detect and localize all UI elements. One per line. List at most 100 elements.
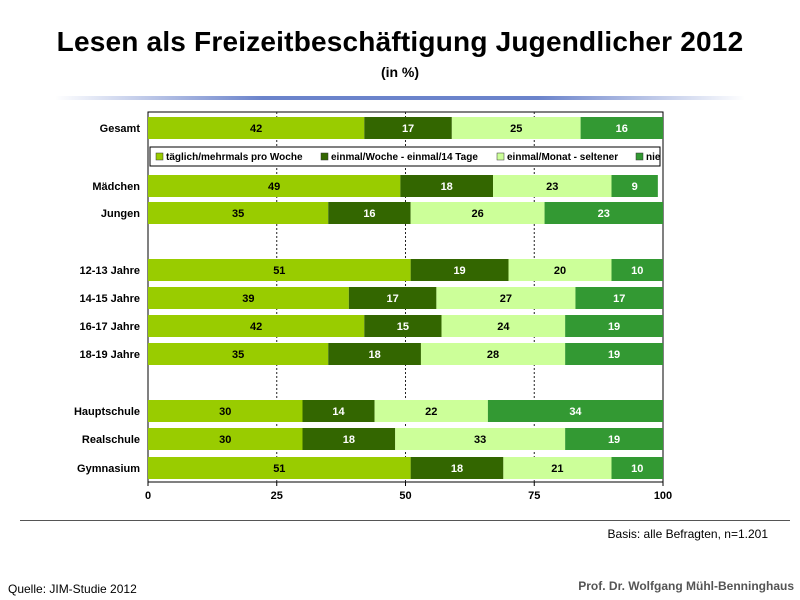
bar-hauptschule-taeglich-mehrmals-pro-woche [148, 400, 303, 422]
x-tick-label: 25 [271, 490, 283, 502]
bar-gesamt-taeglich-mehrmals-pro-woche [148, 117, 365, 139]
category-label: 16-17 Jahre [79, 321, 140, 333]
x-tick-label: 100 [654, 490, 672, 502]
source-note: Quelle: JIM-Studie 2012 [8, 582, 137, 596]
value-label: 28 [487, 349, 499, 361]
category-label: 12-13 Jahre [79, 265, 140, 277]
category-label: Gesamt [100, 123, 141, 135]
basis-note: Basis: alle Befragten, n=1.201 [607, 527, 768, 541]
bar-16-17-jahre-einmal-woche-einmal-14-tage [364, 315, 442, 337]
bar-maedchen-taeglich-mehrmals-pro-woche [148, 175, 401, 197]
value-label: 18 [368, 349, 380, 361]
value-label: 24 [497, 321, 510, 333]
value-label: 16 [616, 123, 628, 135]
bar-gymnasium-taeglich-mehrmals-pro-woche [148, 457, 411, 479]
bar-16-17-jahre-nie [565, 315, 663, 337]
value-label: 21 [551, 463, 563, 475]
bar-14-15-jahre-einmal-woche-einmal-14-tage [348, 287, 437, 309]
category-label: Realschule [82, 434, 140, 446]
bar-maedchen-einmal-woche-einmal-14-tage [400, 175, 494, 197]
bar-14-15-jahre-nie [575, 287, 663, 309]
bar-jungen-einmal-woche-einmal-14-tage [328, 202, 411, 224]
legend [149, 146, 661, 167]
value-label: 51 [273, 265, 285, 277]
value-label: 18 [451, 463, 463, 475]
value-label: 39 [242, 293, 254, 305]
value-label: 49 [268, 181, 280, 193]
value-label: 19 [608, 434, 620, 446]
value-label: 27 [500, 293, 512, 305]
title-divider [55, 96, 745, 100]
bar-12-13-jahre-einmal-woche-einmal-14-tage [410, 259, 509, 281]
bar-gesamt-einmal-monat-seltener [451, 117, 581, 139]
bar-realschule-einmal-woche-einmal-14-tage [302, 428, 396, 450]
value-label: 25 [510, 123, 522, 135]
category-label: 14-15 Jahre [79, 293, 140, 305]
category-label: Jungen [101, 208, 140, 220]
value-label: 30 [219, 406, 231, 418]
legend-label: einmal/Monat - seltener [507, 152, 618, 163]
stacked-bar-chart: 42 17 25 16 Gesamt 49 18 23 9 Mädchen 35 16 26 23 Jung… [74, 111, 672, 502]
value-label: 17 [402, 123, 414, 135]
value-label: 19 [608, 321, 620, 333]
bar-gesamt-nie [580, 117, 663, 139]
legend-swatch-einmal-woche-einmal-14-tage [320, 152, 329, 161]
value-label: 42 [250, 123, 262, 135]
value-label: 19 [453, 265, 465, 277]
value-label: 33 [474, 434, 486, 446]
legend-swatch-einmal-monat-seltener [496, 152, 505, 161]
value-label: 10 [631, 463, 643, 475]
bar-jungen-nie [544, 202, 663, 224]
bar-16-17-jahre-einmal-monat-seltener [441, 315, 566, 337]
category-label: Gymnasium [77, 463, 140, 475]
value-label: 51 [273, 463, 285, 475]
bar-hauptschule-einmal-monat-seltener [374, 400, 488, 422]
bar-maedchen-nie [611, 175, 658, 197]
value-label: 23 [546, 181, 558, 193]
value-label: 35 [232, 349, 244, 361]
legend-swatch-taeglich-mehrmals-pro-woche [155, 152, 164, 161]
value-label: 20 [554, 265, 566, 277]
chart-title: Lesen als Freizeitbeschäftigung Jugendli… [56, 26, 744, 57]
value-label: 19 [608, 349, 620, 361]
value-label: 35 [232, 208, 244, 220]
bar-14-15-jahre-taeglich-mehrmals-pro-woche [148, 287, 349, 309]
category-label: Mädchen [92, 181, 140, 193]
bar-gymnasium-nie [611, 457, 663, 479]
value-label: 26 [471, 208, 483, 220]
bar-hauptschule-einmal-woche-einmal-14-tage [302, 400, 375, 422]
bar-gesamt-einmal-woche-einmal-14-tage [364, 117, 452, 139]
x-tick-label: 75 [528, 490, 540, 502]
chart-subtitle: (in %) [380, 64, 420, 80]
bar-maedchen-einmal-monat-seltener [493, 175, 612, 197]
bar-12-13-jahre-taeglich-mehrmals-pro-woche [148, 259, 411, 281]
bar-18-19-jahre-einmal-woche-einmal-14-tage [328, 343, 421, 365]
bar-12-13-jahre-einmal-monat-seltener [508, 259, 612, 281]
value-label: 15 [397, 321, 409, 333]
value-label: 14 [332, 406, 345, 418]
bar-gymnasium-einmal-woche-einmal-14-tage [410, 457, 504, 479]
value-label: 16 [363, 208, 375, 220]
value-label: 9 [632, 181, 638, 193]
x-tick-label: 50 [399, 490, 411, 502]
value-label: 22 [425, 406, 437, 418]
bar-18-19-jahre-taeglich-mehrmals-pro-woche [148, 343, 329, 365]
bar-18-19-jahre-einmal-monat-seltener [420, 343, 566, 365]
bar-18-19-jahre-nie [565, 343, 663, 365]
category-label: Hauptschule [74, 406, 140, 418]
bar-hauptschule-nie [487, 400, 663, 422]
bar-realschule-taeglich-mehrmals-pro-woche [148, 428, 303, 450]
category-label: 18-19 Jahre [79, 349, 140, 361]
x-tick-label: 0 [145, 490, 151, 502]
value-label: 10 [631, 265, 643, 277]
bar-12-13-jahre-nie [611, 259, 663, 281]
value-label: 42 [250, 321, 262, 333]
bar-realschule-einmal-monat-seltener [395, 428, 566, 450]
footer-divider [20, 520, 790, 521]
value-label: 18 [441, 181, 453, 193]
value-label: 34 [569, 406, 582, 418]
legend-label: einmal/Woche - einmal/14 Tage [331, 152, 478, 163]
legend-swatch-nie [635, 152, 644, 161]
legend-label: täglich/mehrmals pro Woche [166, 152, 303, 163]
bar-jungen-taeglich-mehrmals-pro-woche [148, 202, 329, 224]
